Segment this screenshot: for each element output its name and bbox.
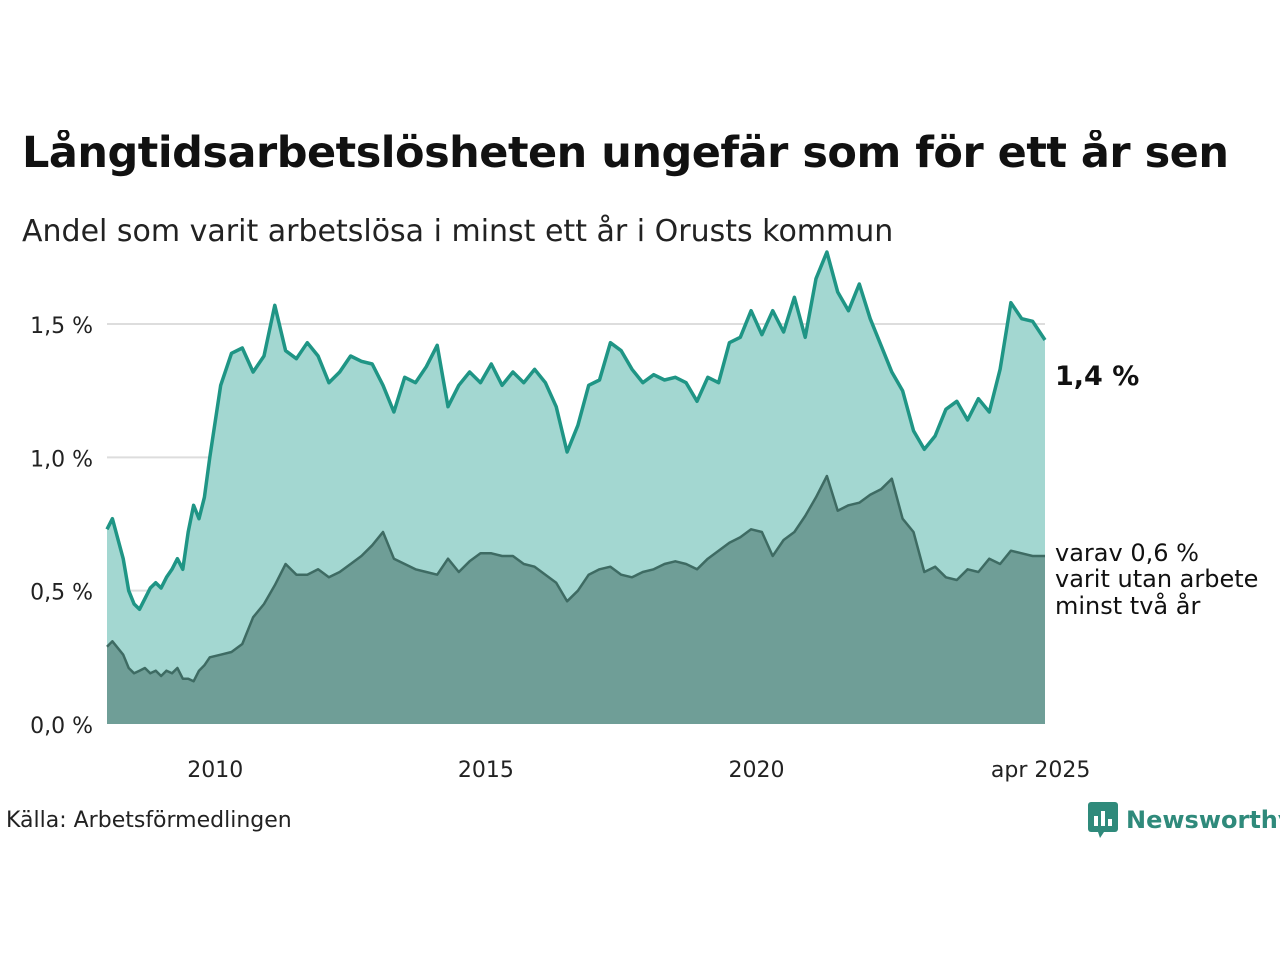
line-layer [105, 250, 1047, 683]
chart-title: Långtidsarbetslösheten ungefär som för e… [22, 130, 1229, 178]
x-tick-label: apr 2025 [991, 758, 1090, 783]
annotation-line: varav 0,6 % [1055, 539, 1199, 567]
newsworthy-logo-icon [1088, 802, 1118, 838]
brand-name: Newsworthy [1126, 806, 1280, 834]
long-term-value-label: varav 0,6 % varit utan arbete minst två … [1055, 539, 1259, 620]
area-layer [107, 252, 1045, 724]
y-tick-label: 1,0 % [30, 447, 93, 472]
annotation-line: minst två år [1055, 591, 1201, 620]
y-tick-label: 0,0 % [30, 714, 93, 739]
chart-subtitle: Andel som varit arbetslösa i minst ett å… [22, 214, 894, 249]
series-area-2 [107, 476, 1045, 724]
x-tick-label: 2015 [458, 758, 514, 783]
annotation-line: varit utan arbete [1055, 565, 1259, 594]
series-line-1 [105, 250, 1047, 612]
series-line-2 [106, 474, 1045, 683]
x-axis-ticks: 2010 2015 2020 apr 2025 [187, 758, 1090, 783]
source-note: Källa: Arbetsförmedlingen [6, 808, 292, 833]
x-tick-label: 2010 [187, 758, 243, 783]
y-tick-label: 1,5 % [30, 314, 93, 339]
x-tick-label: 2020 [729, 758, 785, 783]
y-tick-label: 0,5 % [30, 581, 93, 606]
total-value-label: 1,4 % [1055, 361, 1140, 392]
y-axis-ticks: 0,0 % 0,5 % 1,0 % 1,5 % [30, 314, 93, 739]
brand-logo: Newsworthy [1088, 802, 1280, 838]
